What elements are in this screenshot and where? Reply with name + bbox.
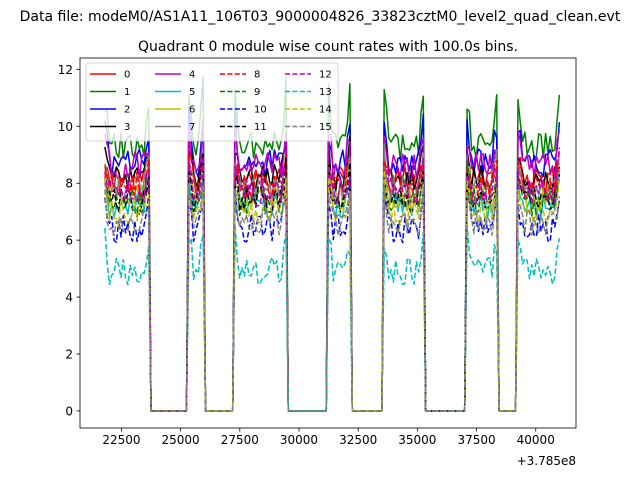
x-tick-label: 30000 [280,433,318,447]
legend-label-4: 4 [189,70,195,81]
x-tick-label: 25000 [162,433,200,447]
x-tick-label: 27500 [221,433,259,447]
figure-suptitle: Data file: modeM0/AS1A11_106T03_90000048… [20,9,621,25]
legend-label-7: 7 [189,122,195,133]
legend-label-9: 9 [254,87,260,98]
plot-frame [79,57,577,429]
y-tick-label: 12 [58,63,73,77]
legend-label-5: 5 [189,87,195,98]
legend-label-3: 3 [124,122,130,133]
legend-label-10: 10 [254,105,267,116]
legend-label-11: 11 [254,122,267,133]
legend-label-13: 13 [319,87,332,98]
x-axis-offset-label: +3.785e8 [517,454,576,468]
legend-label-14: 14 [319,105,332,116]
y-tick-label: 2 [65,348,73,362]
legend-label-15: 15 [319,122,332,133]
x-tick-label: 35000 [398,433,436,447]
x-tick-label: 32500 [339,433,377,447]
x-tick-label: 22500 [102,433,140,447]
legend-label-0: 0 [124,70,130,81]
legend-label-1: 1 [124,87,130,98]
y-tick-label: 6 [65,234,73,248]
chart-title: Quadrant 0 module wise count rates with … [138,39,518,55]
series-line-15 [104,183,561,412]
axes-layer: 22500 25000 27500 30000 32500 35000 37500 40000… [58,57,577,447]
y-tick-label: 8 [65,177,73,191]
legend-label-12: 12 [319,70,332,81]
series-line-12 [104,147,561,412]
series-layer [104,75,561,412]
legend-box [85,62,339,142]
x-tick-label: 40000 [517,433,555,447]
legend-label-2: 2 [124,105,130,116]
y-tick-label: 0 [65,404,73,418]
y-tick-label: 4 [65,291,73,305]
legend-label-6: 6 [189,105,195,116]
legend-label-8: 8 [254,70,260,81]
y-tick-label: 10 [58,120,73,134]
x-tick-label: 37500 [457,433,495,447]
